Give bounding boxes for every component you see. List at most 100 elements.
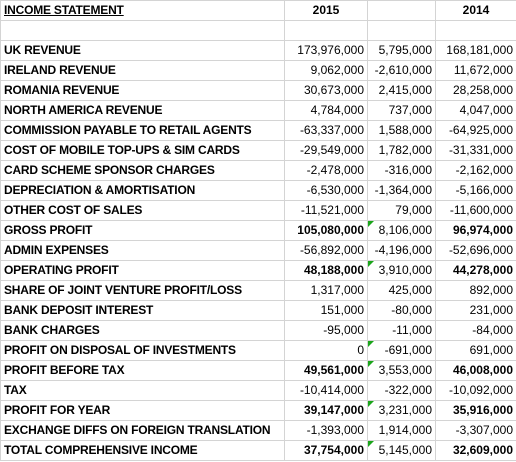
value-2014-cell[interactable]: -3,307,000 (435, 420, 516, 441)
value-2015-cell[interactable]: -10,414,000 (284, 380, 368, 401)
table-row: PROFIT ON DISPOSAL OF INVESTMENTS 0 -691,0… (0, 340, 516, 361)
table-row: IRELAND REVENUE 9,062,000 -2,610,000 11,672… (0, 60, 516, 81)
sheet-title[interactable]: INCOME STATEMENT (0, 0, 285, 21)
row-label[interactable]: GROSS PROFIT (0, 220, 285, 241)
value-2014-cell[interactable]: -5,166,000 (435, 180, 516, 201)
empty-cell[interactable] (367, 20, 436, 41)
row-label[interactable]: TOTAL COMPREHENSIVE INCOME (0, 440, 285, 461)
row-label[interactable]: PROFIT BEFORE TAX (0, 360, 285, 381)
value-2014-cell[interactable]: 28,258,000 (435, 80, 516, 101)
change-cell[interactable]: -2,610,000 (367, 60, 436, 81)
row-label[interactable]: NORTH AMERICA REVENUE (0, 100, 285, 121)
row-label[interactable]: IRELAND REVENUE (0, 60, 285, 81)
row-label[interactable]: UK REVENUE (0, 40, 285, 61)
empty-cell[interactable] (435, 20, 516, 41)
change-cell[interactable]: -1,364,000 (367, 180, 436, 201)
change-cell[interactable]: -80,000 (367, 300, 436, 321)
value-2014-cell[interactable]: -2,162,000 (435, 160, 516, 181)
row-label[interactable]: COST OF MOBILE TOP-UPS & SIM CARDS (0, 140, 285, 161)
value-2015-cell[interactable]: 151,000 (284, 300, 368, 321)
value-2014-cell[interactable]: 11,672,000 (435, 60, 516, 81)
value-2015-cell[interactable]: -29,549,000 (284, 140, 368, 161)
value-2015-cell[interactable]: 173,976,000 (284, 40, 368, 61)
value-2014-cell[interactable]: -84,000 (435, 320, 516, 341)
change-header[interactable] (367, 0, 436, 21)
value-2014-cell[interactable]: 35,916,000 (435, 400, 516, 421)
change-cell[interactable]: 8,106,000 (367, 220, 436, 241)
value-2014-cell[interactable]: -11,600,000 (435, 200, 516, 221)
change-cell[interactable]: -322,000 (367, 380, 436, 401)
value-2015-cell[interactable]: -1,393,000 (284, 420, 368, 441)
value-2015-cell[interactable]: 9,062,000 (284, 60, 368, 81)
value-2014-cell[interactable]: 46,008,000 (435, 360, 516, 381)
change-cell[interactable]: 3,553,000 (367, 360, 436, 381)
change-cell[interactable]: -316,000 (367, 160, 436, 181)
change-cell[interactable]: 3,910,000 (367, 260, 436, 281)
value-2015-cell[interactable]: 30,673,000 (284, 80, 368, 101)
row-label[interactable]: EXCHANGE DIFFS ON FOREIGN TRANSLATION (0, 420, 285, 441)
change-cell[interactable]: 5,145,000 (367, 440, 436, 461)
change-cell[interactable]: 2,415,000 (367, 80, 436, 101)
row-label[interactable]: OPERATING PROFIT (0, 260, 285, 281)
value-2015-cell[interactable]: 37,754,000 (284, 440, 368, 461)
year-2014-header[interactable]: 2014 (435, 0, 516, 21)
empty-cell[interactable] (284, 20, 368, 41)
row-label[interactable]: BANK CHARGES (0, 320, 285, 341)
change-cell[interactable]: 5,795,000 (367, 40, 436, 61)
row-label[interactable]: ADMIN EXPENSES (0, 240, 285, 261)
value-2015-cell[interactable]: -56,892,000 (284, 240, 368, 261)
value-2014-cell[interactable]: -64,925,000 (435, 120, 516, 141)
table-row: NORTH AMERICA REVENUE 4,784,000 737,000 4,0… (0, 100, 516, 121)
row-label[interactable]: COMMISSION PAYABLE TO RETAIL AGENTS (0, 120, 285, 141)
change-cell[interactable]: 79,000 (367, 200, 436, 221)
row-label[interactable]: TAX (0, 380, 285, 401)
change-cell[interactable]: 1,588,000 (367, 120, 436, 141)
change-cell[interactable]: -4,196,000 (367, 240, 436, 261)
table-row: CARD SCHEME SPONSOR CHARGES -2,478,000 -31… (0, 160, 516, 181)
value-2014-cell[interactable]: -31,331,000 (435, 140, 516, 161)
row-label[interactable]: PROFIT FOR YEAR (0, 400, 285, 421)
value-2015-cell[interactable]: -63,337,000 (284, 120, 368, 141)
row-label[interactable]: SHARE OF JOINT VENTURE PROFIT/LOSS (0, 280, 285, 301)
change-cell[interactable]: 1,782,000 (367, 140, 436, 161)
table-row: DEPRECIATION & AMORTISATION -6,530,000 -1,… (0, 180, 516, 201)
change-cell[interactable]: 3,231,000 (367, 400, 436, 421)
change-cell[interactable]: -691,000 (367, 340, 436, 361)
value-2015-cell[interactable]: 49,561,000 (284, 360, 368, 381)
value-2015-cell[interactable]: -2,478,000 (284, 160, 368, 181)
row-label[interactable]: OTHER COST OF SALES (0, 200, 285, 221)
value-2015-cell[interactable]: 48,188,000 (284, 260, 368, 281)
value-2014-cell[interactable]: -52,696,000 (435, 240, 516, 261)
year-2015-header[interactable]: 2015 (284, 0, 368, 21)
value-2015-cell[interactable]: 4,784,000 (284, 100, 368, 121)
value-2014-cell[interactable]: 231,000 (435, 300, 516, 321)
value-2014-cell[interactable]: 691,000 (435, 340, 516, 361)
value-2014-cell[interactable]: 892,000 (435, 280, 516, 301)
value-2015-cell[interactable]: 105,080,000 (284, 220, 368, 241)
value-2014-cell[interactable]: -10,092,000 (435, 380, 516, 401)
formula-warning-icon (368, 441, 374, 447)
row-label[interactable]: DEPRECIATION & AMORTISATION (0, 180, 285, 201)
value-2015-cell[interactable]: -6,530,000 (284, 180, 368, 201)
change-cell[interactable]: -11,000 (367, 320, 436, 341)
value-2015-cell[interactable]: 39,147,000 (284, 400, 368, 421)
value-2015-cell[interactable]: -11,521,000 (284, 200, 368, 221)
table-row: UK REVENUE 173,976,000 5,795,000 168,181,00… (0, 40, 516, 61)
change-cell[interactable]: 1,914,000 (367, 420, 436, 441)
value-2015-cell[interactable]: 1,317,000 (284, 280, 368, 301)
value-2014-cell[interactable]: 44,278,000 (435, 260, 516, 281)
row-label[interactable]: BANK DEPOSIT INTEREST (0, 300, 285, 321)
value-2015-cell[interactable]: -95,000 (284, 320, 368, 341)
value-2014-cell[interactable]: 168,181,000 (435, 40, 516, 61)
row-label[interactable]: ROMANIA REVENUE (0, 80, 285, 101)
change-cell[interactable]: 737,000 (367, 100, 436, 121)
value-2014-cell[interactable]: 4,047,000 (435, 100, 516, 121)
empty-cell[interactable] (0, 20, 285, 41)
value-2014-cell[interactable]: 96,974,000 (435, 220, 516, 241)
formula-warning-icon (368, 401, 374, 407)
row-label[interactable]: PROFIT ON DISPOSAL OF INVESTMENTS (0, 340, 285, 361)
value-2015-cell[interactable]: 0 (284, 340, 368, 361)
change-cell[interactable]: 425,000 (367, 280, 436, 301)
value-2014-cell[interactable]: 32,609,000 (435, 440, 516, 461)
row-label[interactable]: CARD SCHEME SPONSOR CHARGES (0, 160, 285, 181)
